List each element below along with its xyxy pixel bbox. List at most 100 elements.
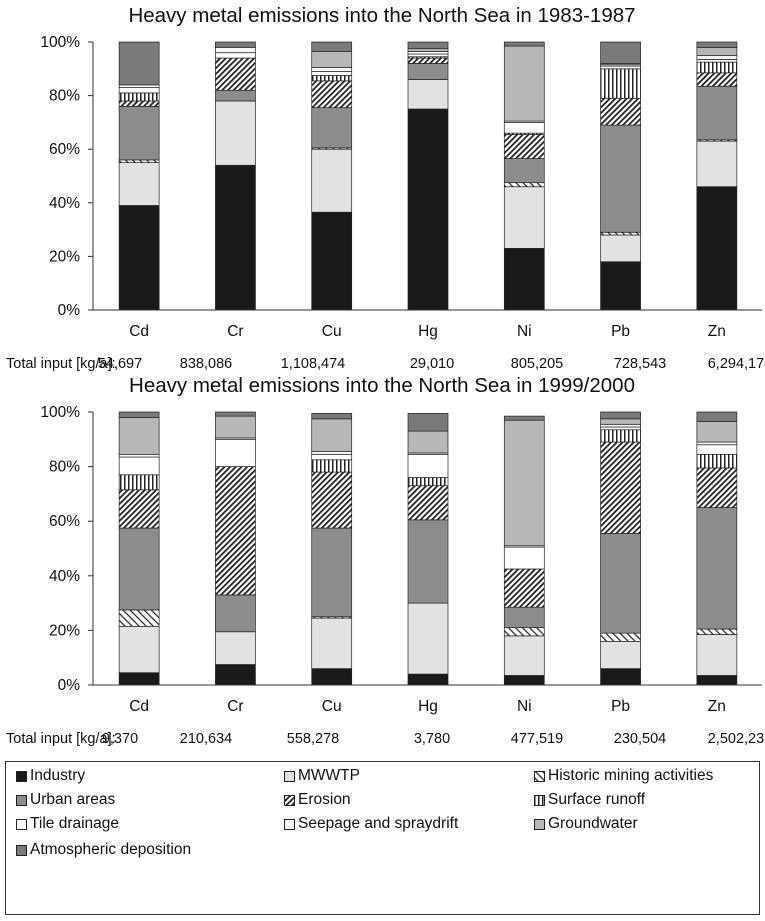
bar-segment-zn-seepage-and-spraydrift xyxy=(696,441,738,446)
bar-segment-cr-industry xyxy=(215,664,256,686)
bar-segment-cu-erosion xyxy=(311,471,353,529)
x-category-label: Cd xyxy=(129,323,149,340)
legend-label: Urban areas xyxy=(30,791,116,808)
bar-segment-cu-mwwtp xyxy=(311,617,353,669)
bar-segment-cd-surface-runoff xyxy=(118,474,160,491)
bar-segment-cu-tile-drainage xyxy=(311,71,353,76)
bar-segment-pb-surface-runoff xyxy=(600,68,641,99)
bar-segment-ni-erosion xyxy=(503,568,545,608)
bar-segment-ni-atmospheric-deposition xyxy=(503,415,545,421)
bar-segment-hg-mwwtp xyxy=(407,79,449,110)
bar-segment-hg-industry xyxy=(407,108,449,311)
bar-segment-pb-atmospheric-deposition xyxy=(600,41,641,64)
bar-segment-cd-industry xyxy=(118,672,160,686)
bar-segment-cu-surface-runoff xyxy=(311,459,353,473)
x-category-label: Hg xyxy=(418,323,438,340)
bar-segment-zn-erosion xyxy=(696,467,738,508)
legend-item-seepage-and-spraydrift: Seepage and spraydrift xyxy=(284,814,458,834)
x-category-label: Pb xyxy=(611,323,630,340)
bar-segment-cr-groundwater xyxy=(215,415,256,439)
bar-segment-ni-groundwater xyxy=(503,45,545,122)
legend-label: Seepage and spraydrift xyxy=(298,815,459,832)
legend-label: MWWTP xyxy=(298,767,360,784)
legend-item-mwwtp: MWWTP xyxy=(284,766,360,786)
legend-item-historic-mining-activities: Historic mining activities xyxy=(534,766,713,786)
bar-segment-hg-erosion xyxy=(407,485,449,521)
legend-swatch xyxy=(16,794,27,806)
bar-segment-ni-atmospheric-deposition xyxy=(503,41,545,47)
y-tick-label: 40% xyxy=(49,568,80,585)
bar-segment-cu-surface-runoff xyxy=(311,75,353,82)
bar-segment-pb-historic-mining-activities xyxy=(600,231,641,236)
bar-segment-zn-industry xyxy=(696,675,738,686)
bar-segment-pb-industry xyxy=(600,668,641,686)
legend-item-tile-drainage: Tile drainage xyxy=(16,814,119,834)
bar-segment-pb-erosion xyxy=(600,441,641,534)
x-category-label: Hg xyxy=(418,698,438,715)
legend-item-erosion: Erosion xyxy=(284,790,351,810)
bar-segment-pb-industry xyxy=(600,261,641,311)
legend-label: Groundwater xyxy=(548,815,638,832)
bar-segment-cd-mwwtp xyxy=(118,162,160,206)
total-input-value: 728,543 xyxy=(614,356,666,372)
bar-segment-cd-tile-drainage xyxy=(118,87,160,94)
bar-segment-ni-urban-areas xyxy=(503,158,545,184)
bar-segment-zn-groundwater xyxy=(696,47,738,56)
bar-segment-cd-urban-areas xyxy=(118,527,160,611)
bar-segment-cd-seepage-and-spraydrift xyxy=(118,84,160,88)
bar-segment-zn-seepage-and-spraydrift xyxy=(696,55,738,60)
bar-segment-zn-urban-areas xyxy=(696,507,738,630)
stacked-bar-charts: Heavy metal emissions into the North Sea… xyxy=(6,4,765,747)
bar-segment-hg-surface-runoff xyxy=(407,477,449,487)
x-category-label: Cu xyxy=(322,698,342,715)
bar-segment-hg-industry xyxy=(407,673,449,686)
bar-segment-pb-mwwtp xyxy=(600,640,641,669)
legend-item-urban-areas: Urban areas xyxy=(16,790,115,810)
bar-segment-ni-historic-mining-activities xyxy=(503,627,545,637)
legend-label: Industry xyxy=(30,767,86,784)
x-category-label: Cr xyxy=(227,323,243,340)
x-category-label: Cu xyxy=(322,323,342,340)
total-input-value: 558,278 xyxy=(287,731,339,747)
legend-label: Atmospheric deposition xyxy=(30,841,192,858)
bar-segment-zn-atmospheric-deposition xyxy=(696,41,738,48)
bar-segment-cu-industry xyxy=(311,211,353,311)
total-input-value: 805,205 xyxy=(511,356,563,372)
bar-segment-cu-atmospheric-deposition xyxy=(311,413,353,420)
legend-label: Historic mining activities xyxy=(548,767,714,784)
y-tick-label: 0% xyxy=(58,677,81,694)
chart-2: Heavy metal emissions into the North Sea… xyxy=(6,374,765,747)
legend-label: Erosion xyxy=(298,791,351,808)
bar-segment-pb-surface-runoff xyxy=(600,429,641,443)
bar-segment-zn-historic-mining-activities xyxy=(696,628,738,635)
chart-1: Heavy metal emissions into the North Sea… xyxy=(6,4,765,372)
bar-segment-ni-tile-drainage xyxy=(503,546,545,570)
y-tick-label: 100% xyxy=(40,34,80,51)
legend-swatch xyxy=(534,770,545,782)
chart-legend: Industry MWWTP Historic mining activities U… xyxy=(5,761,760,915)
bar-segment-ni-historic-mining-activities xyxy=(503,182,545,188)
legend-swatch xyxy=(16,770,27,782)
bar-segment-cd-historic-mining-activities xyxy=(118,159,160,163)
legend-swatch xyxy=(16,844,27,856)
bar-segment-pb-atmospheric-deposition xyxy=(600,411,641,420)
x-category-label: Zn xyxy=(708,323,726,340)
bar-segment-hg-atmospheric-deposition xyxy=(407,41,449,50)
y-tick-label: 80% xyxy=(49,88,80,105)
bar-segment-cd-surface-runoff xyxy=(118,92,160,102)
bar-segment-hg-atmospheric-deposition xyxy=(407,413,449,432)
bar-segment-cr-industry xyxy=(215,164,256,311)
bar-segment-cd-seepage-and-spraydrift xyxy=(118,453,160,458)
bar-segment-cu-atmospheric-deposition xyxy=(311,41,353,52)
x-category-label: Ni xyxy=(517,323,532,340)
legend-item-industry: Industry xyxy=(16,766,85,786)
bar-segment-pb-urban-areas xyxy=(600,533,641,634)
bar-segment-zn-groundwater xyxy=(696,421,738,443)
bar-segment-cu-groundwater xyxy=(311,51,353,68)
legend-item-atmospheric-deposition: Atmospheric deposition xyxy=(16,840,191,860)
bar-segment-zn-atmospheric-deposition xyxy=(696,411,738,422)
bar-segment-ni-industry xyxy=(503,248,545,311)
x-category-label: Ni xyxy=(517,698,532,715)
x-category-label: Pb xyxy=(611,698,630,715)
x-category-label: Cr xyxy=(227,698,243,715)
